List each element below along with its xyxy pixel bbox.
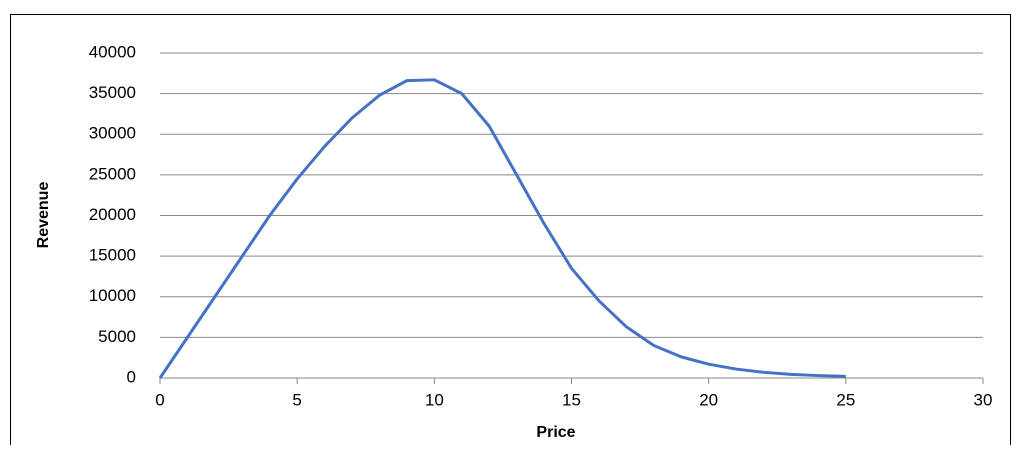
y-tick-label: 10000 bbox=[89, 286, 136, 305]
x-axis-title: Price bbox=[536, 424, 575, 441]
x-tick-label: 30 bbox=[974, 390, 993, 409]
x-tick-label: 15 bbox=[562, 390, 581, 409]
y-tick-label: 0 bbox=[127, 367, 136, 386]
x-tick-label: 5 bbox=[292, 390, 301, 409]
y-tick-label: 5000 bbox=[98, 327, 136, 346]
x-tick-label: 25 bbox=[836, 390, 855, 409]
x-tick-label: 0 bbox=[155, 390, 164, 409]
y-tick-label: 25000 bbox=[89, 164, 136, 183]
y-tick-label: 30000 bbox=[89, 124, 136, 143]
x-tick-label: 10 bbox=[425, 390, 444, 409]
y-tick-label: 15000 bbox=[89, 246, 136, 265]
y-tick-label: 35000 bbox=[89, 83, 136, 102]
y-tick-label: 40000 bbox=[89, 42, 136, 61]
line-series bbox=[158, 78, 846, 379]
x-tick-label: 20 bbox=[699, 390, 718, 409]
frame bbox=[10, 14, 1011, 450]
y-axis-title: Revenue bbox=[35, 182, 52, 249]
y-tick-label: 20000 bbox=[89, 205, 136, 224]
